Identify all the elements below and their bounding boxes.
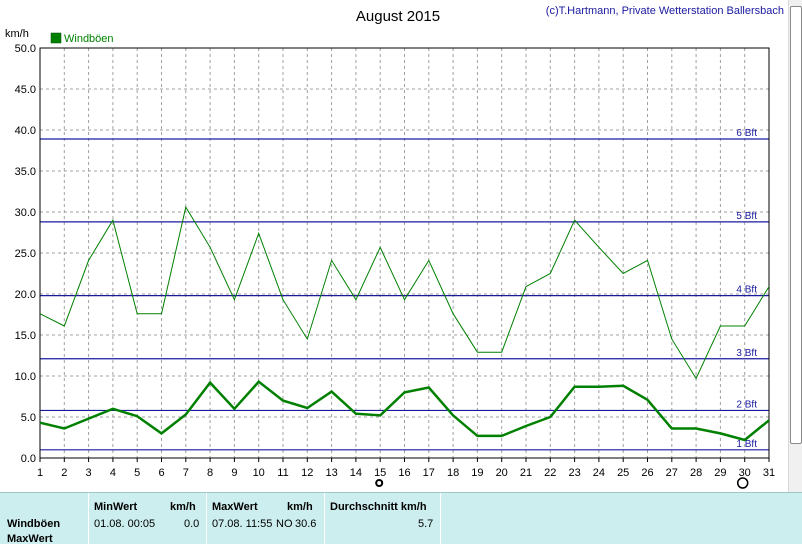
x-tick-label: 15 bbox=[374, 467, 386, 479]
legend: Windböen bbox=[51, 33, 114, 45]
y-tick-label: 10.0 bbox=[15, 371, 36, 383]
statistics-panel: MinWert km/h MaxWert km/h Durchschnitt k… bbox=[0, 492, 802, 544]
min-datetime: 01.08. 00:05 bbox=[94, 518, 155, 530]
x-tick-label: 8 bbox=[207, 467, 213, 479]
stats-separator bbox=[440, 493, 441, 544]
legend-label: Windböen bbox=[64, 33, 114, 45]
min-header: MinWert bbox=[94, 501, 137, 513]
max-unit-header: km/h bbox=[287, 501, 313, 513]
y-tick-label: 45.0 bbox=[15, 84, 36, 96]
min-unit-header: km/h bbox=[170, 501, 196, 513]
x-tick-label: 5 bbox=[134, 467, 140, 479]
beaufort-label: 5 Bft bbox=[736, 211, 757, 222]
x-tick-label: 24 bbox=[593, 467, 605, 479]
avg-header: Durchschnitt km/h bbox=[330, 501, 427, 513]
scrollbar-thumb[interactable] bbox=[790, 6, 802, 444]
x-tick-label: 14 bbox=[350, 467, 362, 479]
x-tick-label: 25 bbox=[617, 467, 629, 479]
new-moon-marker-core bbox=[377, 481, 381, 485]
y-tick-label: 0.0 bbox=[21, 453, 36, 465]
row-label-windboeen: Windböen bbox=[7, 518, 60, 530]
x-tick-label: 9 bbox=[231, 467, 237, 479]
vertical-scrollbar[interactable] bbox=[788, 0, 802, 492]
x-tick-label: 23 bbox=[568, 467, 580, 479]
x-tick-label: 18 bbox=[447, 467, 459, 479]
max-value: 30.6 bbox=[295, 518, 316, 530]
stats-separator bbox=[206, 493, 207, 544]
y-tick-label: 25.0 bbox=[15, 248, 36, 260]
x-tick-label: 27 bbox=[666, 467, 678, 479]
y-tick-label: 30.0 bbox=[15, 207, 36, 219]
grid bbox=[40, 48, 769, 458]
x-tick-label: 1 bbox=[37, 467, 43, 479]
chart-title: August 2015 bbox=[356, 8, 440, 25]
x-tick-label: 2 bbox=[61, 467, 67, 479]
copyright-text: (c)T.Hartmann, Private Wetterstation Bal… bbox=[546, 5, 784, 17]
x-tick-label: 6 bbox=[158, 467, 164, 479]
x-tick-label: 12 bbox=[301, 467, 313, 479]
y-tick-label: 40.0 bbox=[15, 125, 36, 137]
x-tick-label: 16 bbox=[398, 467, 410, 479]
stats-separator bbox=[324, 493, 325, 544]
max-direction: NO bbox=[276, 518, 293, 530]
x-tick-label: 3 bbox=[86, 467, 92, 479]
y-tick-label: 20.0 bbox=[15, 289, 36, 301]
beaufort-label: 3 Bft bbox=[736, 348, 757, 359]
stats-separator bbox=[88, 493, 89, 544]
chart-svg: 1 Bft 2 Bft 3 Bft 4 Bft 5 Bft 6 Bft 0.0 5.0 10.… bbox=[0, 0, 788, 492]
full-moon-marker bbox=[738, 478, 748, 488]
y-tick-label: 50.0 bbox=[15, 43, 36, 55]
x-tick-label: 7 bbox=[183, 467, 189, 479]
x-tick-label: 13 bbox=[325, 467, 337, 479]
series-line-windboeen bbox=[40, 207, 769, 378]
x-tick-label: 19 bbox=[471, 467, 483, 479]
x-tick-label: 29 bbox=[714, 467, 726, 479]
y-tick-label: 35.0 bbox=[15, 166, 36, 178]
x-tick-label: 11 bbox=[277, 467, 288, 479]
y-axis-unit-label: km/h bbox=[5, 28, 29, 40]
avg-value: 5.7 bbox=[418, 518, 433, 530]
x-tick-label: 17 bbox=[423, 467, 435, 479]
x-tick-label: 21 bbox=[520, 467, 532, 479]
x-tick-label: 10 bbox=[253, 467, 265, 479]
row-label-maxwert: MaxWert bbox=[7, 533, 53, 545]
x-tick-label: 28 bbox=[690, 467, 702, 479]
beaufort-label: 2 Bft bbox=[736, 399, 757, 410]
beaufort-label: 6 Bft bbox=[736, 128, 757, 139]
x-tick-label: 20 bbox=[496, 467, 508, 479]
x-tick-label: 30 bbox=[739, 467, 751, 479]
y-tick-label: 15.0 bbox=[15, 330, 36, 342]
beaufort-label: 4 Bft bbox=[736, 285, 757, 296]
x-tick-label: 22 bbox=[544, 467, 556, 479]
x-tick-label: 26 bbox=[641, 467, 653, 479]
x-tick-label: 4 bbox=[110, 467, 116, 479]
beaufort-label: 1 Bft bbox=[736, 439, 757, 450]
legend-swatch bbox=[51, 33, 61, 43]
max-header: MaxWert bbox=[212, 501, 258, 513]
x-tick-label: 31 bbox=[763, 467, 775, 479]
y-tick-label: 5.0 bbox=[21, 412, 36, 424]
day-markers bbox=[375, 478, 748, 488]
min-value: 0.0 bbox=[184, 518, 199, 530]
max-datetime: 07.08. 11:55 bbox=[212, 518, 272, 530]
